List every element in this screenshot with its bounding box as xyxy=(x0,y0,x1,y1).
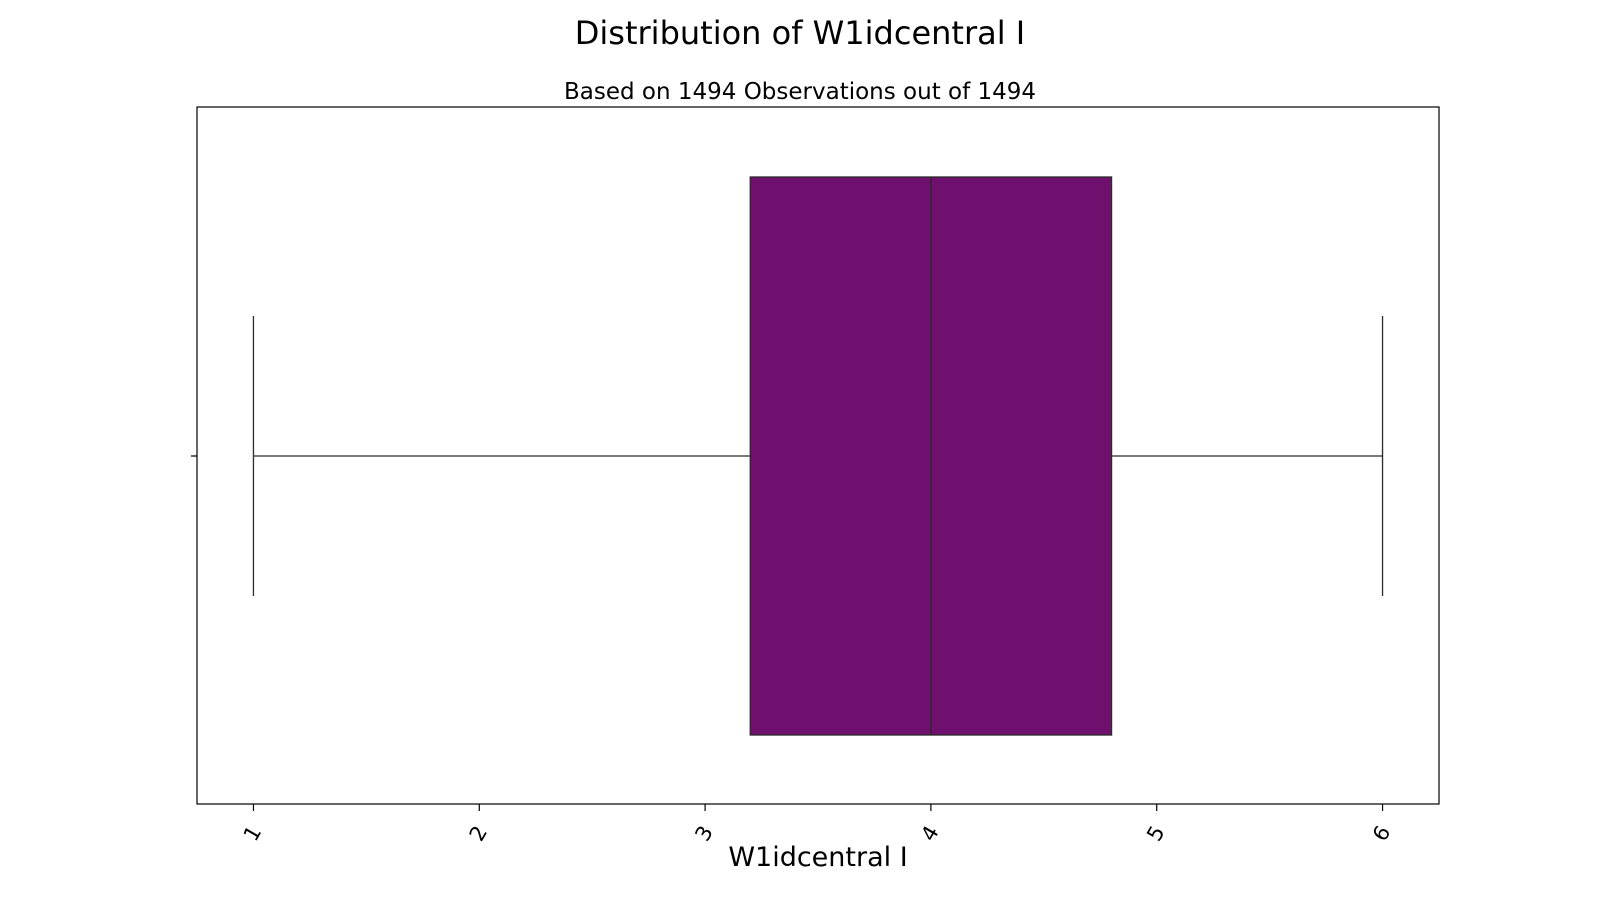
chart-title: Distribution of W1idcentral I xyxy=(575,14,1025,52)
x-tick-label: 2 xyxy=(465,822,492,846)
x-tick-label: 5 xyxy=(1142,822,1169,846)
x-tick-label: 6 xyxy=(1368,822,1395,846)
x-tick-label: 3 xyxy=(690,822,717,846)
x-tick-label: 4 xyxy=(916,822,943,846)
chart-subtitle: Based on 1494 Observations out of 1494 xyxy=(564,79,1036,105)
x-axis-ticks: 1 2 3 4 5 6 xyxy=(239,804,1395,846)
box-plot xyxy=(252,176,1384,736)
x-axis-label: W1idcentral I xyxy=(728,842,907,873)
x-tick-label: 1 xyxy=(239,822,266,846)
